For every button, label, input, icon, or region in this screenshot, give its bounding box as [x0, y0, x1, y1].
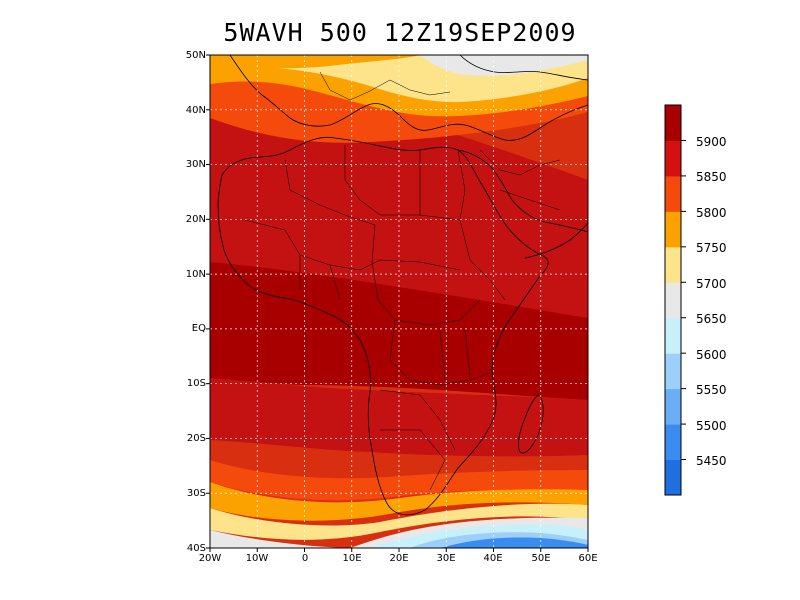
colorbar-label: 5450	[696, 454, 727, 468]
colorbar-swatch	[665, 211, 681, 248]
axis-ticks	[206, 54, 589, 552]
border-16	[499, 189, 561, 211]
lon-label: 40E	[483, 553, 502, 564]
colorbar-swatch	[665, 175, 681, 212]
grid-lines	[210, 55, 588, 548]
border-14	[319, 71, 451, 101]
colorbar-label: 5550	[696, 383, 727, 397]
colorbar-label: 5850	[696, 170, 727, 184]
arabia-coast	[457, 149, 588, 233]
plot-title: 5WAVH 500 12Z19SEP2009	[223, 18, 577, 47]
lat-label: 40N	[186, 105, 206, 116]
colorbar-label: 5650	[696, 312, 727, 326]
colorbar-swatch	[665, 105, 681, 141]
colorbar-swatch	[665, 459, 681, 496]
lon-label: 20W	[199, 553, 222, 564]
border-8	[379, 389, 456, 451]
colorbar-swatch	[665, 246, 681, 283]
border-7	[389, 319, 493, 386]
colorbar-swatch	[665, 353, 681, 390]
lat-label: 30N	[186, 159, 206, 170]
lon-label: 0	[302, 553, 308, 564]
colorbar-frame	[664, 104, 682, 496]
border-11	[329, 264, 341, 301]
lon-label: 10W	[246, 553, 269, 564]
lon-label: 20E	[389, 553, 408, 564]
lat-labels: 50N 40N 30N 20N 10N EQ 10S 20S 30S 40S	[186, 50, 206, 554]
lon-label: 50E	[531, 553, 550, 564]
border-12	[439, 329, 446, 381]
lat-label: 40S	[187, 543, 206, 554]
border-4	[244, 219, 461, 271]
band-5750-north-west	[210, 55, 420, 69]
colorbar-label: 5600	[696, 348, 727, 362]
colorbar-swatch	[665, 317, 681, 354]
lat-label: 20S	[187, 433, 206, 444]
colorbar-swatches	[665, 105, 681, 496]
colorbar-swatch	[665, 282, 681, 319]
madagascar-outline	[517, 394, 544, 454]
colorbar: 5450 5500 5550 5600 5650 5700 5750 5800 …	[664, 104, 727, 496]
lon-label: 10E	[342, 553, 361, 564]
colorbar-ticks	[681, 139, 686, 461]
border-15	[479, 149, 561, 176]
coastlines	[217, 55, 588, 516]
africa-outline	[217, 136, 549, 516]
lon-labels: 20W 10W 0 10E 20E 30E 40E 50E 60E	[199, 553, 598, 564]
lat-label: 20N	[186, 214, 206, 225]
band-5650-north	[420, 55, 588, 76]
colorbar-label: 5900	[696, 135, 727, 149]
border-13	[464, 329, 471, 376]
country-borders	[244, 71, 561, 491]
lat-label: 10S	[187, 378, 206, 389]
arabia-south-coast	[524, 221, 588, 259]
band-5650-south	[210, 530, 360, 548]
north-coast	[459, 55, 588, 81]
lon-label: 60E	[578, 553, 597, 564]
europe-coast	[229, 55, 588, 141]
colorbar-swatch	[665, 424, 681, 461]
colorbar-label: 5500	[696, 419, 727, 433]
border-2	[344, 145, 420, 216]
colorbar-label: 5750	[696, 241, 727, 255]
lat-label: 10N	[186, 269, 206, 280]
colorbar-label: 5800	[696, 206, 727, 220]
lat-label: EQ	[192, 323, 206, 334]
colorbar-swatch	[665, 388, 681, 425]
border-1	[284, 159, 376, 226]
border-9	[380, 429, 446, 491]
border-6	[459, 219, 506, 301]
band-5500-south	[440, 537, 588, 548]
lat-label: 50N	[186, 50, 206, 61]
colorbar-label: 5700	[696, 277, 727, 291]
lat-label: 30S	[187, 488, 206, 499]
colorbar-swatch	[665, 140, 681, 177]
lon-label: 30E	[436, 553, 455, 564]
